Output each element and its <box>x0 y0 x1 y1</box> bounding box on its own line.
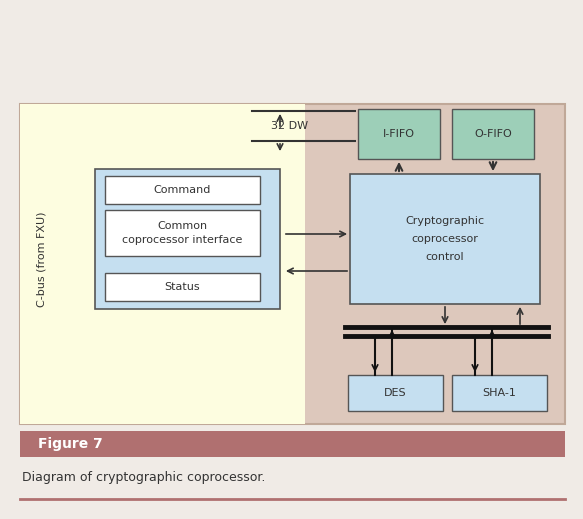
Bar <box>20 104 305 424</box>
Text: 32 DW: 32 DW <box>272 121 308 131</box>
Bar <box>20 104 565 424</box>
Bar <box>452 109 534 159</box>
Text: I-FIFO: I-FIFO <box>383 129 415 139</box>
Text: Figure 7: Figure 7 <box>38 437 103 451</box>
Bar <box>105 176 260 204</box>
Text: control: control <box>426 252 464 262</box>
Text: coprocessor interface: coprocessor interface <box>122 235 243 245</box>
Text: Command: Command <box>154 185 211 195</box>
Text: DES: DES <box>384 388 407 398</box>
Text: Status: Status <box>164 282 201 292</box>
Bar <box>95 169 280 309</box>
Bar <box>20 431 565 457</box>
Text: Diagram of cryptographic coprocessor.: Diagram of cryptographic coprocessor. <box>22 471 265 484</box>
Text: coprocessor: coprocessor <box>412 234 479 244</box>
Bar <box>348 375 443 411</box>
Bar <box>358 109 440 159</box>
Text: SHA-1: SHA-1 <box>483 388 517 398</box>
Bar <box>105 210 260 256</box>
Text: Common: Common <box>157 221 208 231</box>
Bar <box>105 273 260 301</box>
Text: C-bus (from FXU): C-bus (from FXU) <box>37 211 47 307</box>
Text: O-FIFO: O-FIFO <box>474 129 512 139</box>
Bar <box>350 174 540 304</box>
Bar <box>452 375 547 411</box>
Text: Cryptographic: Cryptographic <box>405 216 484 226</box>
